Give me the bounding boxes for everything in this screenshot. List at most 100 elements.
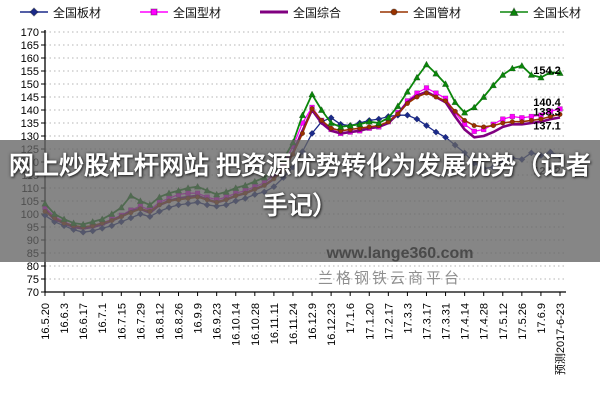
end-value-label-long: 154.2 bbox=[533, 65, 561, 77]
marker-triangle bbox=[346, 121, 354, 129]
x-axis-label: 预测2017-6-23 bbox=[554, 303, 567, 375]
marker-triangle bbox=[403, 87, 412, 95]
marker-triangle bbox=[384, 113, 393, 121]
legend-square-icon bbox=[139, 8, 168, 16]
marker-triangle bbox=[355, 120, 364, 128]
marker-triangle bbox=[336, 122, 345, 130]
legend-item-long: 全国长材 bbox=[499, 4, 581, 21]
legend-label: 全国板材 bbox=[52, 5, 101, 20]
legend-triangle-icon bbox=[500, 6, 529, 16]
x-axis-label: 16.7.15 bbox=[116, 303, 128, 340]
x-axis-label: 17.3.3 bbox=[402, 303, 414, 334]
legend-label: 全国长材 bbox=[533, 5, 582, 20]
x-axis-label: 16.12.9 bbox=[307, 303, 319, 340]
x-axis-label: 16.7.29 bbox=[135, 303, 147, 340]
legend-item-pipe: 全国管材 bbox=[379, 4, 461, 21]
marker-diamond bbox=[403, 111, 411, 119]
chart-legend: 全国板材 全国型材 全国综合 全国管材 全国长材 bbox=[0, 3, 600, 21]
marker-circle bbox=[423, 90, 430, 96]
x-axis-label: 16.6.17 bbox=[78, 303, 90, 340]
x-axis-label: 17.5.12 bbox=[498, 303, 510, 340]
x-axis-label: 16.8.12 bbox=[154, 303, 166, 340]
marker-circle bbox=[299, 130, 306, 136]
x-axis-label: 17.1.20 bbox=[364, 303, 376, 340]
y-axis-label: 165 bbox=[21, 40, 39, 52]
marker-triangle bbox=[451, 98, 459, 106]
x-axis-label: 17.4.14 bbox=[460, 303, 472, 340]
x-axis-label: 16.6.3 bbox=[59, 303, 71, 334]
marker-triangle bbox=[308, 90, 316, 98]
x-axis-label: 16.11.11 bbox=[269, 303, 281, 344]
y-axis-label: 80 bbox=[27, 261, 39, 273]
marker-circle bbox=[481, 124, 487, 130]
x-axis-label: 17.2.17 bbox=[383, 303, 395, 340]
marker-triangle bbox=[546, 68, 555, 76]
legend-label: 全国综合 bbox=[292, 5, 341, 20]
x-axis-label: 16.9.23 bbox=[212, 303, 224, 340]
end-value-label-section: 140.4 bbox=[533, 97, 561, 109]
y-axis-label: 150 bbox=[21, 79, 39, 91]
marker-square bbox=[509, 113, 515, 120]
marker-circle bbox=[519, 119, 525, 125]
x-axis-label: 16.11.24 bbox=[288, 303, 300, 345]
marker-triangle bbox=[394, 102, 402, 109]
marker-triangle bbox=[441, 80, 450, 87]
marker-circle bbox=[547, 113, 554, 120]
legend-item-composite: 全国综合 bbox=[259, 4, 341, 21]
marker-triangle bbox=[413, 73, 421, 81]
marker-triangle bbox=[537, 73, 545, 81]
marker-triangle bbox=[509, 6, 519, 16]
marker-triangle bbox=[317, 106, 326, 113]
marker-triangle bbox=[499, 70, 507, 78]
marker-triangle bbox=[460, 108, 469, 116]
marker-square bbox=[471, 128, 477, 134]
marker-triangle bbox=[470, 103, 478, 111]
marker-triangle bbox=[375, 119, 383, 126]
marker-circle bbox=[366, 124, 372, 130]
x-axis-label: 16.7.1 bbox=[97, 303, 109, 334]
x-axis-label: 16.10.28 bbox=[250, 303, 262, 346]
marker-diamond bbox=[29, 7, 39, 17]
x-axis-label: 17.5.26 bbox=[517, 303, 529, 340]
marker-circle bbox=[528, 117, 534, 123]
marker-triangle bbox=[527, 70, 536, 78]
marker-circle bbox=[490, 123, 496, 129]
marker-circle bbox=[509, 119, 515, 125]
marker-circle bbox=[328, 125, 334, 131]
overlay-headline: 网上炒股杠杆网站 把资源优势转化为发展优势（记者手记） bbox=[9, 152, 591, 220]
legend-circle-icon bbox=[380, 8, 408, 16]
marker-triangle bbox=[556, 69, 564, 76]
marker-square bbox=[557, 106, 563, 112]
marker-square bbox=[423, 85, 430, 91]
marker-triangle bbox=[298, 111, 307, 119]
marker-triangle bbox=[432, 69, 440, 77]
legend-item-plate: 全国板材 bbox=[19, 4, 101, 21]
marker-circle bbox=[500, 120, 506, 126]
marker-circle bbox=[404, 100, 410, 107]
legend-label: 全国型材 bbox=[172, 5, 221, 20]
x-axis-label: 16.8.26 bbox=[174, 303, 186, 340]
marker-triangle bbox=[489, 81, 497, 89]
x-axis-label: 17.4.28 bbox=[479, 303, 491, 340]
y-axis-label: 145 bbox=[21, 92, 39, 104]
marker-triangle bbox=[508, 64, 517, 72]
y-axis-label: 160 bbox=[21, 53, 39, 65]
x-axis-label: 17.6.9 bbox=[536, 303, 548, 334]
y-axis-label: 155 bbox=[21, 66, 39, 78]
marker-square bbox=[547, 108, 554, 114]
x-axis-label: 16.12.23 bbox=[326, 303, 338, 346]
y-axis-label: 70 bbox=[27, 287, 39, 299]
marker-triangle bbox=[422, 60, 431, 68]
overlay-band bbox=[0, 140, 600, 262]
x-axis-label: 16.5.20 bbox=[40, 303, 52, 340]
y-axis-label: 75 bbox=[27, 274, 39, 286]
x-axis-label: 17.3.17 bbox=[421, 303, 433, 340]
legend-item-section: 全国型材 bbox=[139, 4, 221, 21]
marker-circle bbox=[471, 123, 477, 129]
marker-circle bbox=[309, 106, 315, 112]
y-axis-label: 135 bbox=[21, 118, 39, 130]
marker-circle bbox=[538, 116, 544, 122]
marker-circle bbox=[452, 108, 458, 114]
x-axis-label: 17.1.6 bbox=[345, 303, 357, 334]
